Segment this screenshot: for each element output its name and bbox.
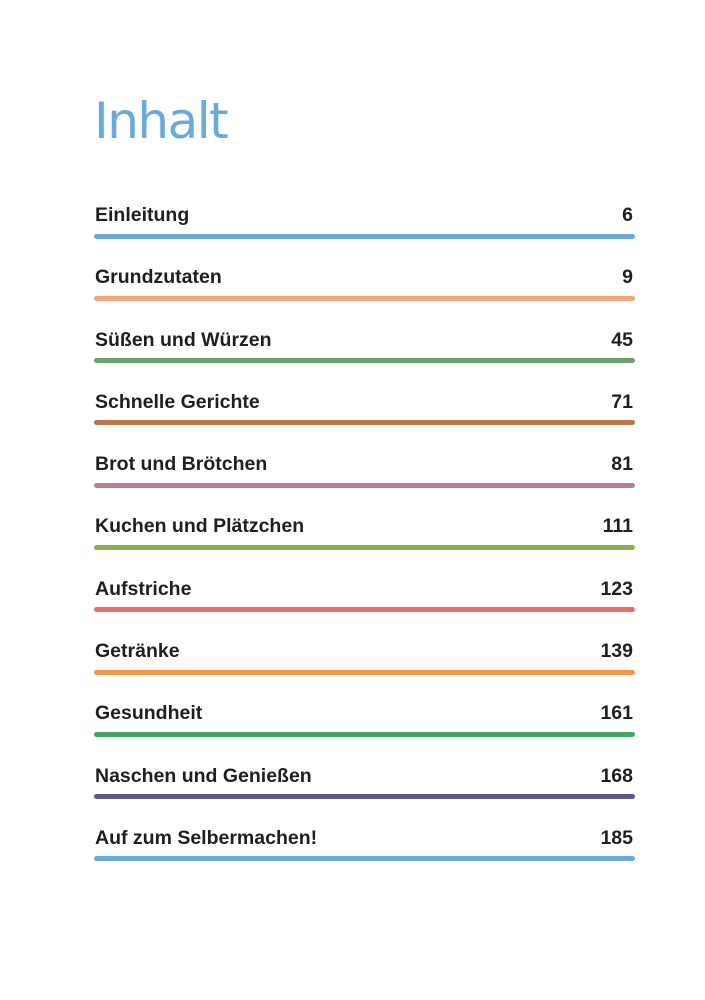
toc-entry-rule [94, 607, 635, 613]
toc-entry-rule [94, 358, 635, 364]
toc-entry-row: Getränke 139 [95, 640, 633, 662]
toc-entry-label: Grundzutaten [95, 266, 222, 289]
toc-entry-naschen-und-geniessen[interactable]: Naschen und Genießen 168 [94, 759, 635, 821]
toc-entry-label: Auf zum Selbermachen! [95, 826, 318, 849]
toc-entry-rule [94, 856, 635, 862]
toc-entry-gesundheit[interactable]: Gesundheit 161 [94, 696, 635, 758]
toc-entry-rule [94, 544, 635, 550]
toc-entry-page: 9 [622, 266, 633, 289]
toc-entry-row: Naschen und Genießen 168 [95, 765, 633, 787]
toc-entry-row: Süßen und Würzen 45 [95, 329, 633, 351]
toc-entry-row: Brot und Brötchen 81 [95, 453, 633, 475]
page-title: Inhalt [94, 92, 229, 150]
toc-entry-rule [94, 731, 635, 737]
toc-entry-label: Einleitung [95, 204, 190, 226]
toc-entry-label: Brot und Brötchen [95, 453, 268, 476]
toc-entry-suessen-und-wuerzen[interactable]: Süßen und Würzen 45 [94, 323, 635, 385]
toc-entry-label: Getränke [95, 640, 180, 663]
toc-entry-label: Kuchen und Plätzchen [95, 515, 305, 538]
toc-entry-row: Gesundheit 161 [95, 702, 633, 724]
toc-entry-label: Schnelle Gerichte [95, 390, 260, 413]
toc-entry-rule [94, 233, 635, 239]
toc-entry-row: Einleitung 6 [95, 204, 633, 226]
toc-entry-einleitung[interactable]: Einleitung 6 [94, 198, 635, 260]
toc-entry-page: 139 [600, 640, 633, 663]
toc-entry-row: Schnelle Gerichte 71 [95, 391, 633, 413]
toc-entry-row: Kuchen und Plätzchen 111 [95, 515, 633, 537]
toc-entry-label: Süßen und Würzen [95, 328, 272, 351]
toc-entry-getraenke[interactable]: Getränke 139 [94, 634, 635, 696]
toc-entry-page: 45 [611, 328, 633, 351]
toc-entry-page: 71 [611, 390, 633, 413]
toc-entry-label: Naschen und Genießen [95, 764, 312, 787]
toc-entry-page: 81 [611, 453, 633, 476]
toc-entry-grundzutaten[interactable]: Grundzutaten 9 [94, 260, 635, 322]
toc-entry-row: Grundzutaten 9 [95, 266, 633, 288]
toc-entry-auf-zum-selbermachen[interactable]: Auf zum Selbermachen! 185 [94, 821, 635, 883]
toc-entry-page: 123 [600, 577, 633, 600]
toc-entry-page: 6 [622, 204, 633, 226]
toc-entry-schnelle-gerichte[interactable]: Schnelle Gerichte 71 [94, 385, 635, 447]
toc-entry-page: 185 [600, 826, 633, 849]
toc-entry-page: 168 [600, 764, 633, 787]
toc-entry-row: Aufstriche 123 [95, 578, 633, 600]
toc-entry-rule [94, 482, 635, 488]
toc-entry-page: 111 [602, 515, 633, 538]
toc-entry-brot-und-broetchen[interactable]: Brot und Brötchen 81 [94, 447, 635, 509]
toc-entry-rule [94, 794, 635, 800]
toc-entry-kuchen-und-plaetzchen[interactable]: Kuchen und Plätzchen 111 [94, 509, 635, 571]
toc-entry-rule [94, 295, 635, 301]
toc-entry-aufstriche[interactable]: Aufstriche 123 [94, 572, 635, 634]
toc-entry-row: Auf zum Selbermachen! 185 [95, 827, 633, 849]
toc-entry-label: Aufstriche [95, 577, 192, 600]
table-of-contents: Einleitung 6 Grundzutaten 9 Süßen und Wü… [94, 198, 635, 883]
toc-entry-rule [94, 669, 635, 675]
toc-entry-page: 161 [600, 702, 633, 725]
toc-entry-label: Gesundheit [95, 702, 203, 725]
toc-entry-rule [94, 420, 635, 426]
